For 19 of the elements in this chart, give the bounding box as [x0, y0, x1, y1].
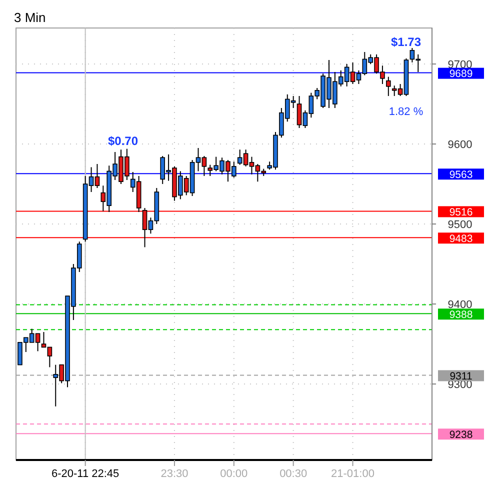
x-tick-label: 6-20-11 22:45	[51, 468, 120, 480]
x-tick-label: 23:30	[160, 468, 188, 480]
candlestick	[386, 76, 391, 96]
chart-title: 3 Min	[14, 10, 46, 25]
annotation: $0.70	[108, 134, 138, 148]
ref-line-label: 9238	[449, 428, 473, 441]
ref-line-label: 9516	[449, 206, 473, 218]
x-tick-label: 00:00	[220, 468, 248, 480]
y-tick-label: 9600	[448, 138, 472, 151]
ref-line-label: 9388	[449, 308, 473, 321]
annotation: 1.82 %	[388, 106, 424, 118]
annotation: $1.73	[390, 35, 422, 50]
ref-line-label: 9563	[449, 168, 473, 181]
ref-line-label: 9311	[450, 370, 472, 382]
x-tick-label: 00:30	[280, 468, 308, 480]
y-tick-label: 9400	[448, 298, 472, 311]
x-tick-label: 21-01:00	[331, 468, 374, 480]
ref-line-label: 9483	[449, 232, 473, 245]
y-tick-label: 9500	[448, 218, 472, 231]
